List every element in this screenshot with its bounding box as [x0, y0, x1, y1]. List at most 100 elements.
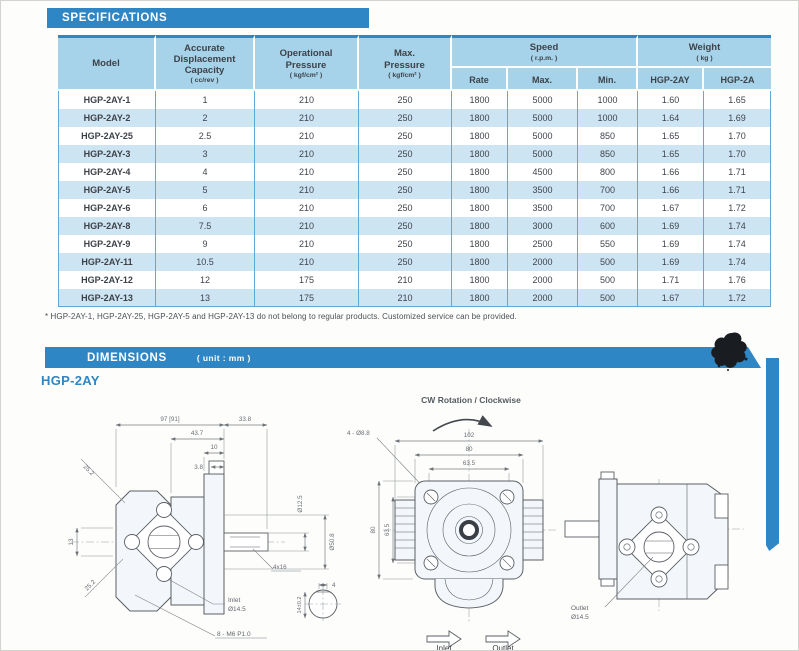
- value-cell: 250: [359, 199, 452, 217]
- value-cell: 800: [578, 163, 638, 181]
- value-cell: 500: [578, 271, 638, 289]
- col-group-speed-unit: ( r.p.m. ): [530, 54, 558, 62]
- table-row: HGP-2AY-2 2 210 250 1800 5000 1000 1.64 1.69: [58, 109, 771, 127]
- model-cell: HGP-2AY-8: [58, 217, 156, 235]
- col-group-speed-label: Speed: [529, 42, 559, 54]
- value-cell: 175: [255, 289, 359, 307]
- value-cell: 1800: [452, 199, 508, 217]
- value-cell: 1.66: [638, 181, 704, 199]
- value-cell: 1.67: [638, 199, 704, 217]
- value-cell: 850: [578, 127, 638, 145]
- value-cell: 1800: [452, 163, 508, 181]
- model-cell: HGP-2AY-2: [58, 109, 156, 127]
- bolt-hole: [650, 506, 668, 524]
- dim-bolt-pitch-h: 80: [465, 446, 473, 453]
- dimensions-header-bar: DIMENSIONS ( unit : mm ): [45, 347, 761, 368]
- value-cell: 1.69: [704, 109, 771, 127]
- right-port-block: [522, 499, 544, 561]
- col-header-weight-hgp2a: HGP-2A: [704, 68, 771, 91]
- value-cell: 250: [359, 181, 452, 199]
- col-header-max-label: Max.: [531, 74, 552, 85]
- model-cell: HGP-2AY-11: [58, 253, 156, 271]
- table-row: HGP-2AY-11 10.5 210 250 1800 2000 500 1.69 1.74: [58, 253, 771, 271]
- model-cell: HGP-2AY-13: [58, 289, 156, 307]
- value-cell: 1.64: [638, 109, 704, 127]
- model-cell: HGP-2AY-5: [58, 181, 156, 199]
- value-cell: 1.74: [704, 217, 771, 235]
- dim-mid-length: 43.7: [191, 430, 204, 437]
- value-cell: 1.66: [638, 163, 704, 181]
- outlet-arrow-label: Outlet: [492, 644, 514, 651]
- col-header-max-pressure-unit: ( kgf/cm² ): [388, 71, 421, 79]
- table-row: HGP-2AY-5 5 210 250 1800 3500 700 1.66 1.71: [58, 181, 771, 199]
- spec-table-body: HGP-2AY-1 1 210 250 1800 5000 1000 1.60 1.65 HGP-…: [58, 91, 771, 307]
- value-cell: 1.69: [638, 253, 704, 271]
- value-cell: 1.67: [638, 289, 704, 307]
- model-cell: HGP-2AY-1: [58, 91, 156, 109]
- corner-hole-callout: 4 - Ø8.8: [347, 430, 370, 437]
- col-header-rate-label: Rate: [469, 74, 489, 85]
- value-cell: 175: [255, 271, 359, 289]
- footnote: * HGP-2AY-1, HGP-2AY-25, HGP-2AY-5 and H…: [45, 312, 517, 321]
- value-cell: 5000: [508, 145, 578, 163]
- value-cell: 2000: [508, 289, 578, 307]
- dim-boss-width-top: 25.2: [82, 463, 96, 477]
- col-header-min: Min.: [578, 68, 638, 91]
- value-cell: 1800: [452, 217, 508, 235]
- model-cell: HGP-2AY-9: [58, 235, 156, 253]
- dim-boss-width-bottom: 25.2: [83, 578, 97, 592]
- inlet-arrow-label: Inlet: [436, 644, 452, 651]
- table-row: HGP-2AY-6 6 210 250 1800 3500 700 1.67 1.72: [58, 199, 771, 217]
- value-cell: 600: [578, 217, 638, 235]
- value-cell: 4: [156, 163, 255, 181]
- dim-shaft-dia: Ø12.5: [297, 495, 304, 513]
- value-cell: 250: [359, 163, 452, 181]
- pump-top-boss: [208, 460, 225, 475]
- value-cell: 5000: [508, 127, 578, 145]
- value-cell: 210: [359, 271, 452, 289]
- cw-rotation-arrow: [432, 415, 493, 432]
- outlet-port-label: Outlet: [571, 605, 589, 612]
- value-cell: 3500: [508, 199, 578, 217]
- value-cell: 210: [255, 91, 359, 109]
- value-cell: 500: [578, 253, 638, 271]
- value-cell: 210: [255, 127, 359, 145]
- value-cell: 1800: [452, 289, 508, 307]
- value-cell: 4500: [508, 163, 578, 181]
- value-cell: 1.65: [638, 127, 704, 145]
- col-header-max: Max.: [508, 68, 578, 91]
- model-cell: HGP-2AY-4: [58, 163, 156, 181]
- value-cell: 250: [359, 253, 452, 271]
- table-row: HGP-2AY-3 3 210 250 1800 5000 850 1.65 1.70: [58, 145, 771, 163]
- value-cell: 1.72: [704, 289, 771, 307]
- side-view-drawing: 97 [91] 33.8 43.7 10 3.8 25.2 25.2 13 Ø1…: [68, 416, 341, 639]
- value-cell: 700: [578, 181, 638, 199]
- dim-bolt-pitch-v: 80: [370, 526, 377, 534]
- value-cell: 250: [359, 91, 452, 109]
- value-cell: 210: [255, 235, 359, 253]
- col-header-op-pressure-unit: ( kgf/cm² ): [289, 71, 323, 79]
- value-cell: 550: [578, 235, 638, 253]
- value-cell: 1800: [452, 235, 508, 253]
- value-cell: 250: [359, 235, 452, 253]
- value-cell: 210: [255, 199, 359, 217]
- value-cell: 12: [156, 271, 255, 289]
- dimensions-unit-label: ( unit : mm ): [196, 352, 251, 363]
- value-cell: 210: [359, 289, 452, 307]
- dim-width-overall: 102: [464, 432, 475, 439]
- table-row: HGP-2AY-25 2.5 210 250 1800 5000 850 1.65 1.70: [58, 127, 771, 145]
- inlet-port-label: Inlet: [228, 597, 240, 604]
- specifications-header-bar: SPECIFICATIONS: [47, 8, 369, 28]
- value-cell: 5000: [508, 109, 578, 127]
- value-cell: 13: [156, 289, 255, 307]
- pump-shaft: [223, 532, 269, 552]
- col-group-speed: Speed ( r.p.m. ): [452, 35, 638, 68]
- value-cell: 210: [255, 109, 359, 127]
- value-cell: 1800: [452, 253, 508, 271]
- specifications-title: SPECIFICATIONS: [62, 12, 168, 24]
- value-cell: 1.69: [638, 235, 704, 253]
- value-cell: 10.5: [156, 253, 255, 271]
- pump-rear-flange-outline: [203, 473, 225, 615]
- bolt-hole: [188, 534, 204, 550]
- dim-key-size: 4x16: [273, 564, 287, 571]
